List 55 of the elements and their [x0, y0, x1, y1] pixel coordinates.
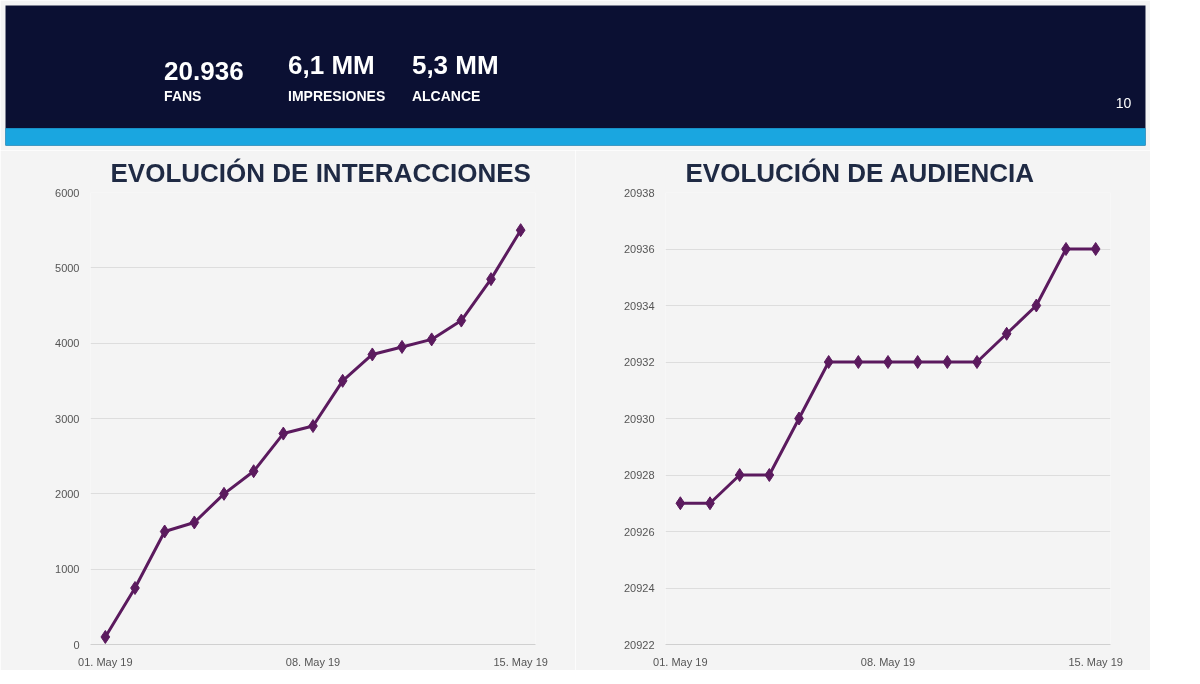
point	[130, 581, 140, 595]
text: 10	[1115, 95, 1132, 112]
point	[823, 355, 834, 369]
y-tick-label: 2000	[55, 487, 80, 500]
point	[1031, 298, 1042, 313]
x-tick-label: 08. May 19	[860, 655, 916, 668]
point	[883, 355, 893, 369]
point	[189, 515, 200, 530]
x-tick-label: 01. May 19	[653, 655, 708, 668]
x-tick-label: 15. May 19	[1068, 655, 1123, 668]
y-tick-label: 4000	[55, 337, 80, 350]
point	[337, 373, 348, 388]
point	[942, 355, 953, 369]
y-tick-label: 20932	[623, 356, 655, 368]
text: FANS	[164, 87, 202, 104]
text: 5,3 MM	[411, 50, 499, 81]
y-tick-label: 6000	[55, 186, 80, 199]
point	[1001, 326, 1012, 341]
point	[675, 496, 686, 511]
chart-title: EVOLUCIÓN DE AUDIENCIA	[685, 157, 1035, 188]
text: IMPRESIONES	[288, 87, 386, 104]
y-tick-label: 20930	[623, 412, 655, 425]
y-tick-label: 20934	[623, 299, 655, 312]
point	[912, 355, 923, 369]
y-tick-label: 20928	[623, 469, 655, 481]
y-tick-label: 5000	[55, 261, 80, 274]
text: 6,1 MM	[288, 50, 375, 81]
point	[278, 426, 289, 441]
y-tick-label: 20926	[623, 525, 655, 538]
y-tick-label: 20936	[623, 243, 655, 255]
y-tick-label: 0	[73, 638, 80, 651]
point	[764, 468, 775, 482]
y-tick-label: 20924	[623, 582, 655, 594]
point	[515, 223, 526, 238]
point	[456, 313, 467, 328]
point	[248, 464, 259, 479]
x-tick-label: 01. May 19	[78, 655, 133, 668]
y-tick-label: 20922	[623, 638, 655, 651]
point	[1061, 242, 1071, 256]
point	[159, 524, 170, 539]
text: ALCANCE	[411, 87, 481, 104]
point	[100, 629, 111, 644]
y-tick-label: 3000	[55, 412, 80, 425]
x-tick-label: 15. May 19	[493, 655, 548, 668]
x-tick-label: 08. May 19	[285, 655, 341, 668]
point	[853, 355, 864, 369]
point	[1090, 242, 1101, 256]
chart-title: EVOLUCIÓN DE INTERACCIONES	[110, 157, 531, 188]
point	[734, 468, 745, 482]
point	[367, 347, 378, 362]
y-tick-label: 1000	[55, 563, 80, 576]
text: 20.936	[164, 56, 244, 87]
point	[972, 355, 982, 369]
y-tick-label: 20938	[623, 186, 655, 199]
point	[426, 332, 437, 347]
